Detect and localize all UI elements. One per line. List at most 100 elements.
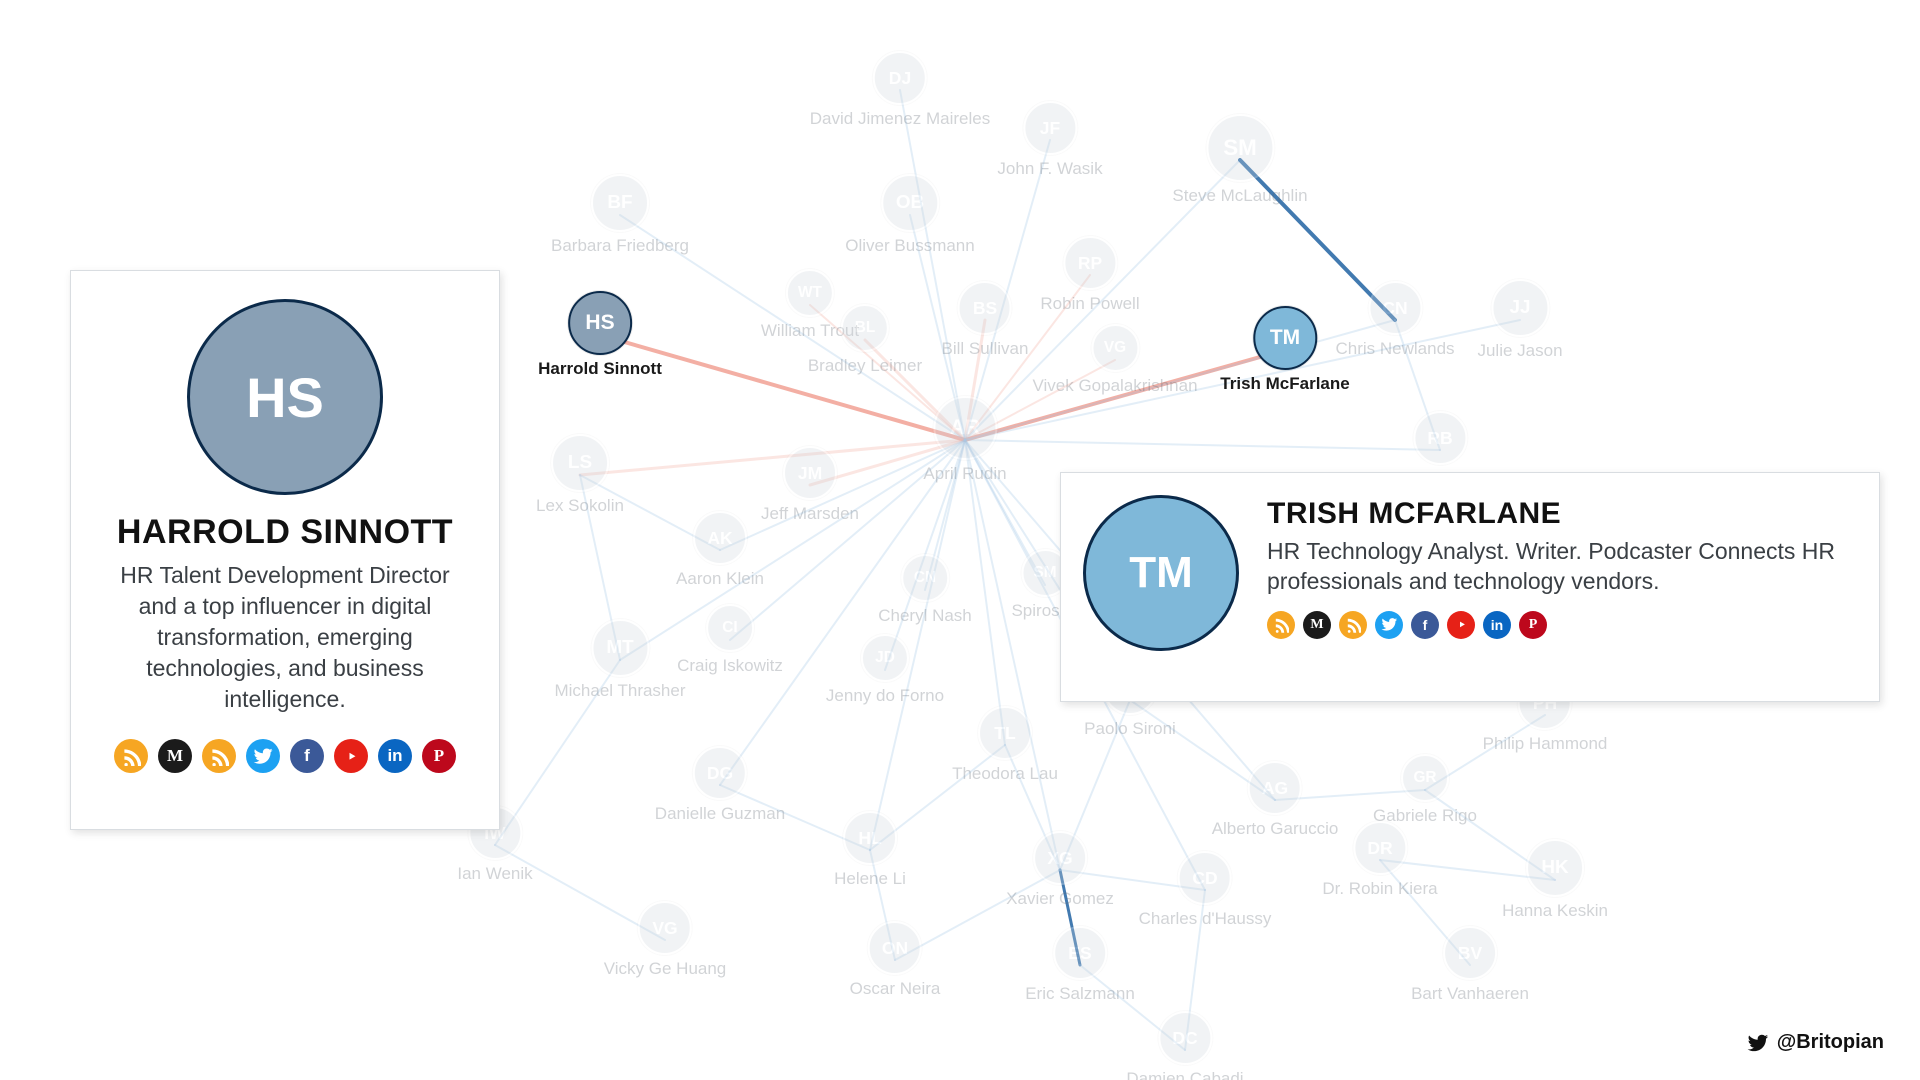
node-label: Michael Thrasher <box>554 681 685 701</box>
avatar: LS <box>551 434 609 492</box>
network-node[interactable]: SMSteve McLaughlin <box>1172 114 1307 206</box>
node-label: Dr. Robin Kiera <box>1322 879 1437 899</box>
node-label: Oliver Bussmann <box>845 236 974 256</box>
social-icons: Mf in P <box>1267 611 1851 639</box>
node-label: Craig Iskowitz <box>677 656 783 676</box>
network-node[interactable]: HK Hanna Keskin <box>1502 839 1608 921</box>
network-node[interactable]: JD Jenny do Forno <box>826 634 944 706</box>
network-node[interactable]: DCDamien Cabadi <box>1126 1011 1243 1080</box>
medium-icon[interactable]: M <box>1303 611 1331 639</box>
profile-card-left: HS HARROLD SINNOTT HR Talent Development… <box>70 270 500 830</box>
facebook-icon[interactable]: f <box>1411 611 1439 639</box>
network-node[interactable]: HLHelene Li <box>834 811 906 889</box>
node-label: Charles d'Haussy <box>1139 909 1272 929</box>
avatar: RB <box>1413 411 1467 465</box>
network-node[interactable]: VGVicky Ge Huang <box>604 901 727 979</box>
node-label: April Rudin <box>923 464 1006 484</box>
profile-card-right: TM TRISH MCFARLANE HR Technology Analyst… <box>1060 472 1880 702</box>
attribution: @Britopian <box>1747 1031 1884 1054</box>
node-label: Jeff Marsden <box>761 504 859 524</box>
avatar: TM <box>1253 306 1317 370</box>
network-node[interactable]: ONOscar Neira <box>850 921 941 999</box>
node-label: Jenny do Forno <box>826 686 944 706</box>
network-node[interactable]: AGAlberto Garuccio <box>1212 761 1339 839</box>
network-node[interactable]: TLTheodora Lau <box>952 706 1058 784</box>
network-node[interactable]: VGVivek Gopalakrishnan <box>1032 324 1197 396</box>
pinterest-icon[interactable]: P <box>422 739 456 773</box>
rss-icon[interactable] <box>1339 611 1367 639</box>
network-node[interactable]: MTMichael Thrasher <box>554 619 685 701</box>
network-node[interactable]: ARApril Rudin <box>923 396 1006 484</box>
network-node[interactable]: DR Dr. Robin Kiera <box>1322 821 1437 899</box>
network-node[interactable]: DJDavid Jimenez Maireles <box>810 51 990 129</box>
network-node[interactable]: GRGabriele Rigo <box>1373 754 1477 826</box>
node-label: Cheryl Nash <box>878 606 972 626</box>
avatar: AK <box>693 511 747 565</box>
network-node[interactable]: HSHarrold Sinnott <box>538 291 662 379</box>
network-node[interactable]: BSBill Sullivan <box>942 281 1029 359</box>
node-label: Xavier Gomez <box>1006 889 1114 909</box>
node-label: Vivek Gopalakrishnan <box>1032 376 1197 396</box>
network-node[interactable]: CN Chris Newlands <box>1335 281 1454 359</box>
network-node[interactable]: CICraig Iskowitz <box>677 604 783 676</box>
twitter-icon[interactable] <box>246 739 280 773</box>
node-label: Robin Powell <box>1040 294 1139 314</box>
linkedin-icon[interactable]: in <box>1483 611 1511 639</box>
rss-icon[interactable] <box>1267 611 1295 639</box>
node-label: Aaron Klein <box>676 569 764 589</box>
network-node[interactable]: DGDanielle Guzman <box>655 746 785 824</box>
avatar: TM <box>1083 495 1239 651</box>
attribution-handle: @Britopian <box>1777 1031 1884 1054</box>
avatar: JM <box>783 446 837 500</box>
node-label: Chris Newlands <box>1335 339 1454 359</box>
avatar: DR <box>1353 821 1407 875</box>
node-label: Paolo Sironi <box>1084 719 1176 739</box>
avatar: DC <box>1158 1011 1212 1065</box>
avatar: BS <box>958 281 1012 335</box>
linkedin-icon[interactable]: in <box>378 739 412 773</box>
youtube-icon[interactable] <box>1447 611 1475 639</box>
youtube-icon[interactable] <box>334 739 368 773</box>
avatar: JD <box>861 634 909 682</box>
node-label: Oscar Neira <box>850 979 941 999</box>
avatar: CN <box>1368 281 1422 335</box>
network-node[interactable]: AK Aaron Klein <box>676 511 764 589</box>
facebook-icon[interactable]: f <box>290 739 324 773</box>
node-label: David Jimenez Maireles <box>810 109 990 129</box>
network-node[interactable]: BLBradley Leimer <box>808 304 922 376</box>
rss-icon[interactable] <box>202 739 236 773</box>
profile-name: HARROLD SINNOTT <box>97 513 473 552</box>
profile-bio: HR Talent Development Director and a top… <box>101 560 469 715</box>
network-node[interactable]: OBOliver Bussmann <box>845 174 974 256</box>
avatar: JJ <box>1491 279 1549 337</box>
avatar: TL <box>978 706 1032 760</box>
avatar: HS <box>187 299 383 495</box>
network-node[interactable]: BFBarbara Friedberg <box>551 174 689 256</box>
avatar: DG <box>693 746 747 800</box>
node-label: Bradley Leimer <box>808 356 922 376</box>
network-node[interactable]: TMTrish McFarlane <box>1220 306 1349 394</box>
avatar: HK <box>1526 839 1584 897</box>
network-node[interactable]: JFJohn F. Wasik <box>997 101 1102 179</box>
pinterest-icon[interactable]: P <box>1519 611 1547 639</box>
network-node[interactable]: BVBart Vanhaeren <box>1411 926 1529 1004</box>
avatar: CN <box>901 554 949 602</box>
network-node[interactable]: LSLex Sokolin <box>536 434 624 516</box>
profile-name: TRISH MCFARLANE <box>1267 497 1851 531</box>
network-node[interactable]: CDCharles d'Haussy <box>1139 851 1272 929</box>
network-node[interactable]: CN Cheryl Nash <box>878 554 972 626</box>
network-node[interactable]: RPRobin Powell <box>1040 236 1139 314</box>
node-label: Bart Vanhaeren <box>1411 984 1529 1004</box>
network-node[interactable]: JJJulie Jason <box>1477 279 1562 361</box>
network-node[interactable]: ESEric Salzmann <box>1025 926 1135 1004</box>
network-node[interactable]: XGXavier Gomez <box>1006 831 1114 909</box>
rss-icon[interactable] <box>114 739 148 773</box>
network-node[interactable]: JM Jeff Marsden <box>761 446 859 524</box>
avatar: HS <box>568 291 632 355</box>
twitter-icon <box>1747 1032 1769 1054</box>
twitter-icon[interactable] <box>1375 611 1403 639</box>
medium-icon[interactable]: M <box>158 739 192 773</box>
profile-bio: HR Technology Analyst. Writer. Podcaster… <box>1267 537 1851 597</box>
avatar: SM <box>1206 114 1274 182</box>
node-label: Hanna Keskin <box>1502 901 1608 921</box>
